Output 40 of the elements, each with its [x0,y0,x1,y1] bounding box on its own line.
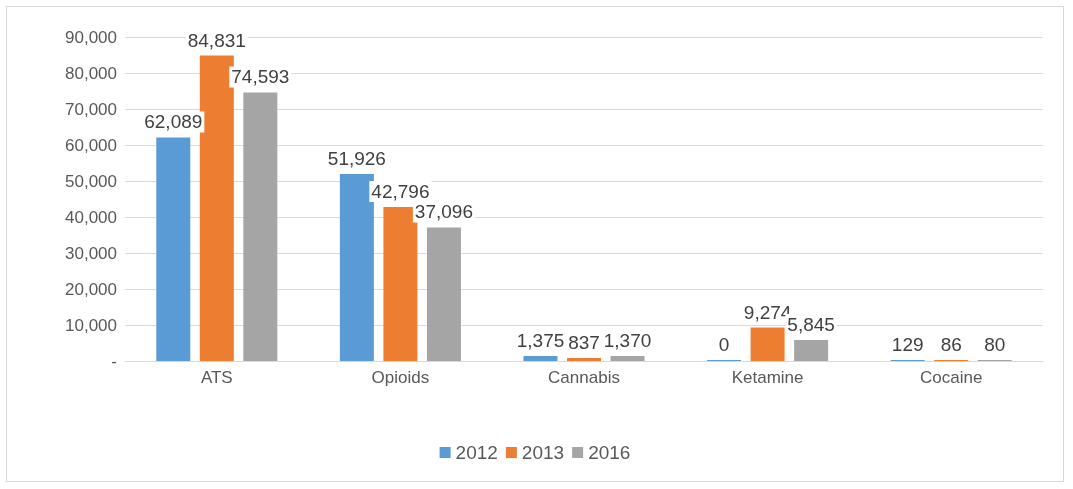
bar [523,356,558,361]
bar [610,356,645,361]
data-label: 37,096 [414,201,473,223]
y-tick-label: 40,000 [65,207,117,227]
data-label: 5,845 [787,313,835,335]
y-tick-label: 20,000 [65,279,117,299]
bar [156,137,191,361]
x-tick-label: Cannabis [548,368,620,387]
data-label: 1,370 [603,330,652,352]
y-tick-label: 50,000 [65,171,117,191]
y-tick-label: 10,000 [65,315,117,335]
bar [567,357,601,361]
data-label: 42,796 [371,180,430,202]
data-label: 86 [940,334,962,355]
data-label: 1,375 [516,330,565,352]
data-label: 51,926 [327,148,386,170]
data-label: 837 [568,331,600,353]
data-label: 74,593 [231,66,290,88]
data-label: 129 [891,334,924,355]
data-label: 0 [718,334,730,355]
bar [794,339,829,361]
data-label: 80 [984,334,1006,355]
x-tick-label: Opioids [371,368,430,387]
data-label: 84,831 [187,29,246,51]
y-tick-label: 80,000 [65,63,117,83]
legend-label: 2013 [521,442,565,463]
x-tick-label: Cocaine [920,368,983,387]
y-tick-label: 70,000 [65,99,117,119]
legend-label: 2012 [455,442,498,463]
y-tick-label: 30,000 [65,243,117,263]
x-tick-label: Ketamine [731,368,804,387]
y-tick-label: 60,000 [65,135,117,155]
legend-label: 2016 [588,442,631,463]
bar [750,327,785,361]
y-tick-label: - [111,351,117,371]
data-label: 62,089 [144,111,203,133]
bar [243,92,278,361]
y-tick-label: 90,000 [65,27,117,47]
x-tick-label: ATS [200,368,233,387]
bar [426,227,461,361]
